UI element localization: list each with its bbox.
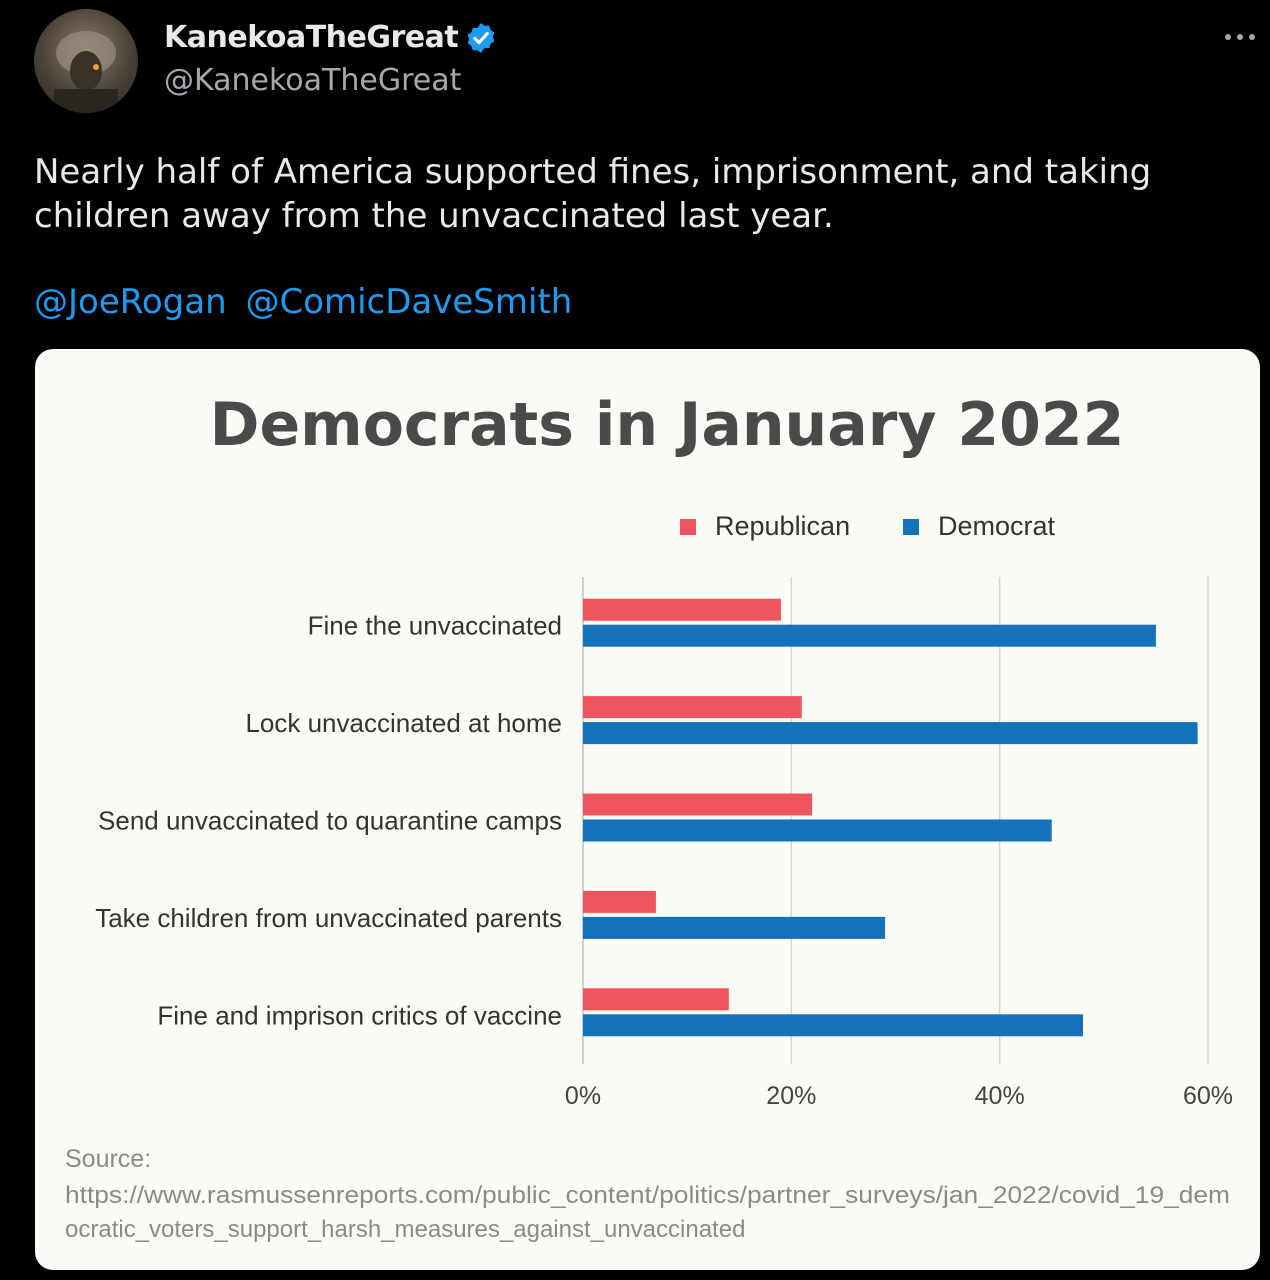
bar-democrat <box>583 722 1198 745</box>
bar-republican <box>583 793 813 816</box>
category-label: Take children from unvaccinated parents <box>95 903 562 933</box>
verified-badge-icon <box>464 21 498 55</box>
x-tick-label: 0% <box>565 1082 601 1110</box>
display-name[interactable]: KanekoaTheGreat <box>164 20 459 55</box>
bar-republican <box>583 696 802 719</box>
bar-chart: Democrats in January 2022 Republican Dem… <box>65 390 1233 1243</box>
category-label: Fine and imprison critics of vaccine <box>157 1000 562 1030</box>
avatar[interactable] <box>34 9 138 113</box>
bar-democrat <box>583 1014 1083 1037</box>
legend-label-republican: Republican <box>715 511 850 541</box>
bar-republican <box>583 598 781 621</box>
source-label: Source: <box>65 1145 151 1173</box>
source-url-line-1[interactable]: https://www.rasmussenreports.com/public_… <box>65 1182 1230 1209</box>
bar-republican <box>583 988 729 1011</box>
user-handle[interactable]: @KanekoaTheGreat <box>164 63 462 98</box>
mention-link[interactable]: @ComicDaveSmith <box>245 282 573 322</box>
legend-swatch-democrat <box>903 519 919 535</box>
bar-democrat <box>583 916 886 939</box>
category-label: Send unvaccinated to quarantine camps <box>98 806 562 836</box>
source-url-line-2[interactable]: ocratic_voters_support_harsh_measures_ag… <box>65 1216 745 1243</box>
bar-republican <box>583 890 656 913</box>
legend-swatch-republican <box>680 519 696 535</box>
bar-democrat <box>583 819 1052 842</box>
mention-link[interactable]: @JoeRogan <box>34 282 227 322</box>
x-tick-label: 60% <box>1183 1082 1233 1110</box>
chart-card[interactable]: Democrats in January 2022 Republican Dem… <box>35 349 1260 1270</box>
bar-democrat <box>583 624 1156 647</box>
more-options-icon[interactable] <box>1222 22 1258 52</box>
tweet-text: Nearly half of America supported fines, … <box>34 152 1152 236</box>
category-label: Lock unvaccinated at home <box>245 708 562 738</box>
category-label: Fine the unvaccinated <box>308 611 562 641</box>
tweet-mentions: @JoeRogan @ComicDaveSmith <box>34 280 580 324</box>
legend-label-democrat: Democrat <box>938 511 1056 541</box>
x-tick-label: 20% <box>766 1082 816 1110</box>
chart-title: Democrats in January 2022 <box>210 390 1125 460</box>
x-tick-label: 40% <box>975 1082 1025 1110</box>
